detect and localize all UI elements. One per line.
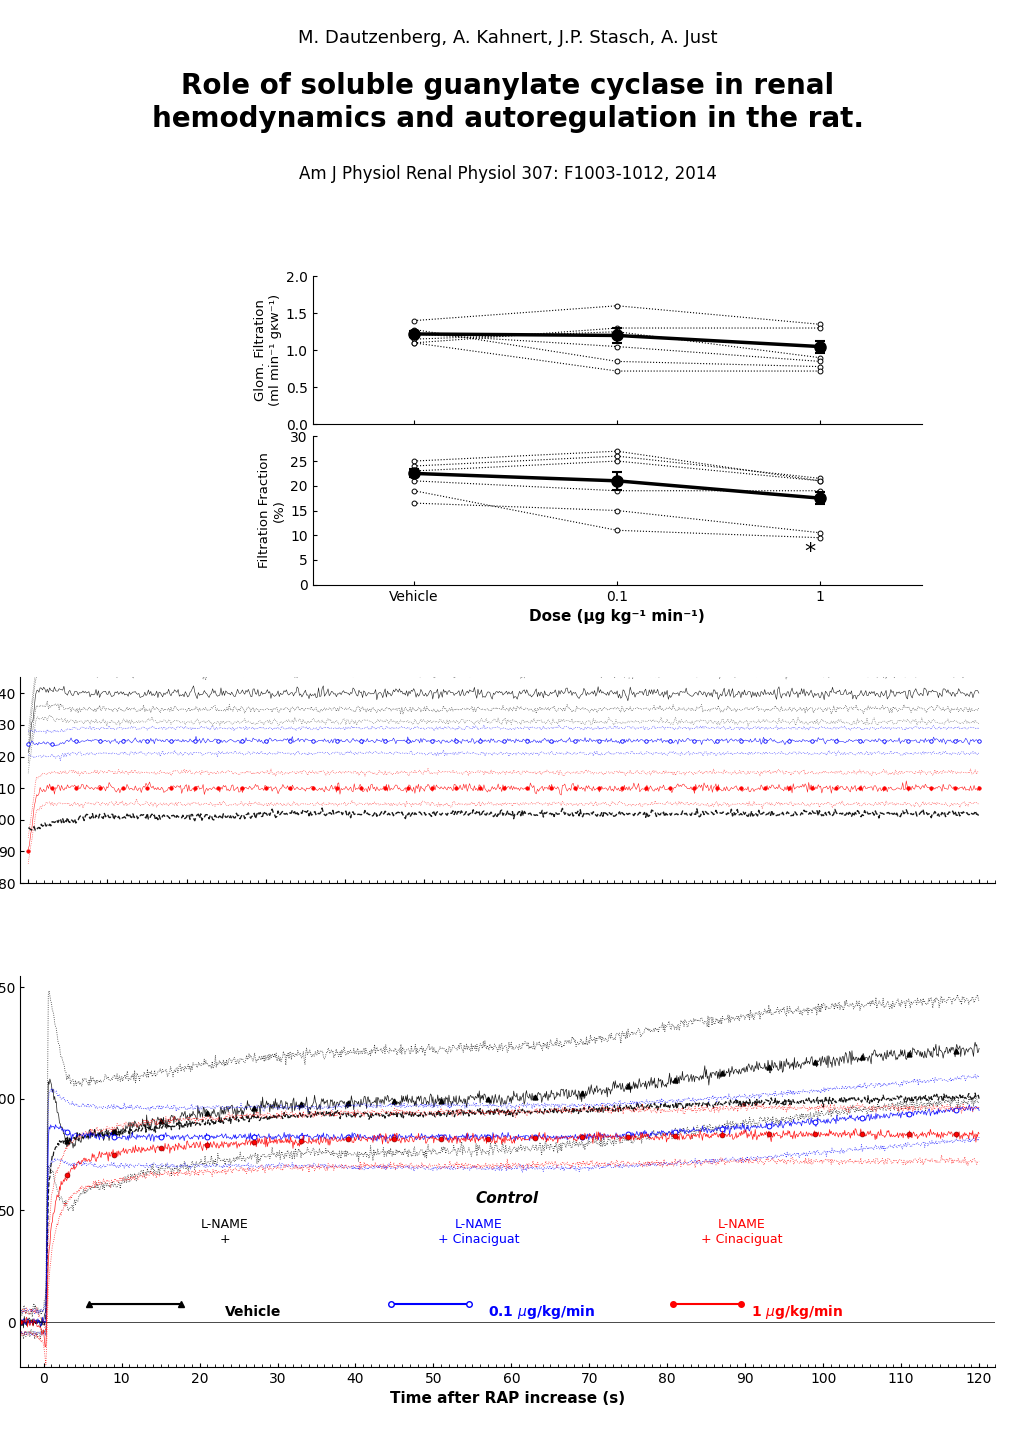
Text: Control: Control bbox=[476, 1191, 539, 1207]
Text: *: * bbox=[804, 542, 816, 563]
Text: L-NAME
+ Cinaciguat: L-NAME + Cinaciguat bbox=[700, 1218, 783, 1246]
Text: L-NAME
+: L-NAME + bbox=[201, 1218, 249, 1246]
Text: Vehicle: Vehicle bbox=[225, 1306, 281, 1319]
Text: 1 $\mu$g/kg/min: 1 $\mu$g/kg/min bbox=[751, 1303, 843, 1322]
Text: M. Dautzenberg, A. Kahnert, J.P. Stasch, A. Just: M. Dautzenberg, A. Kahnert, J.P. Stasch,… bbox=[297, 29, 718, 47]
Text: Role of soluble guanylate cyclase in renal
hemodynamics and autoregulation in th: Role of soluble guanylate cyclase in ren… bbox=[151, 73, 864, 132]
Y-axis label: Glom. Filtration
(ml min⁻¹ gᴋw⁻¹): Glom. Filtration (ml min⁻¹ gᴋw⁻¹) bbox=[254, 294, 281, 406]
X-axis label: Dose (μg kg⁻¹ min⁻¹): Dose (μg kg⁻¹ min⁻¹) bbox=[529, 609, 705, 624]
X-axis label: Time after RAP increase (s): Time after RAP increase (s) bbox=[390, 1391, 625, 1406]
Text: L-NAME
+ Cinaciguat: L-NAME + Cinaciguat bbox=[437, 1218, 519, 1246]
Text: Am J Physiol Renal Physiol 307: F1003-1012, 2014: Am J Physiol Renal Physiol 307: F1003-10… bbox=[298, 166, 717, 183]
Text: 0.1 $\mu$g/kg/min: 0.1 $\mu$g/kg/min bbox=[488, 1303, 596, 1322]
Y-axis label: Filtration Fraction
(%): Filtration Fraction (%) bbox=[258, 452, 286, 569]
